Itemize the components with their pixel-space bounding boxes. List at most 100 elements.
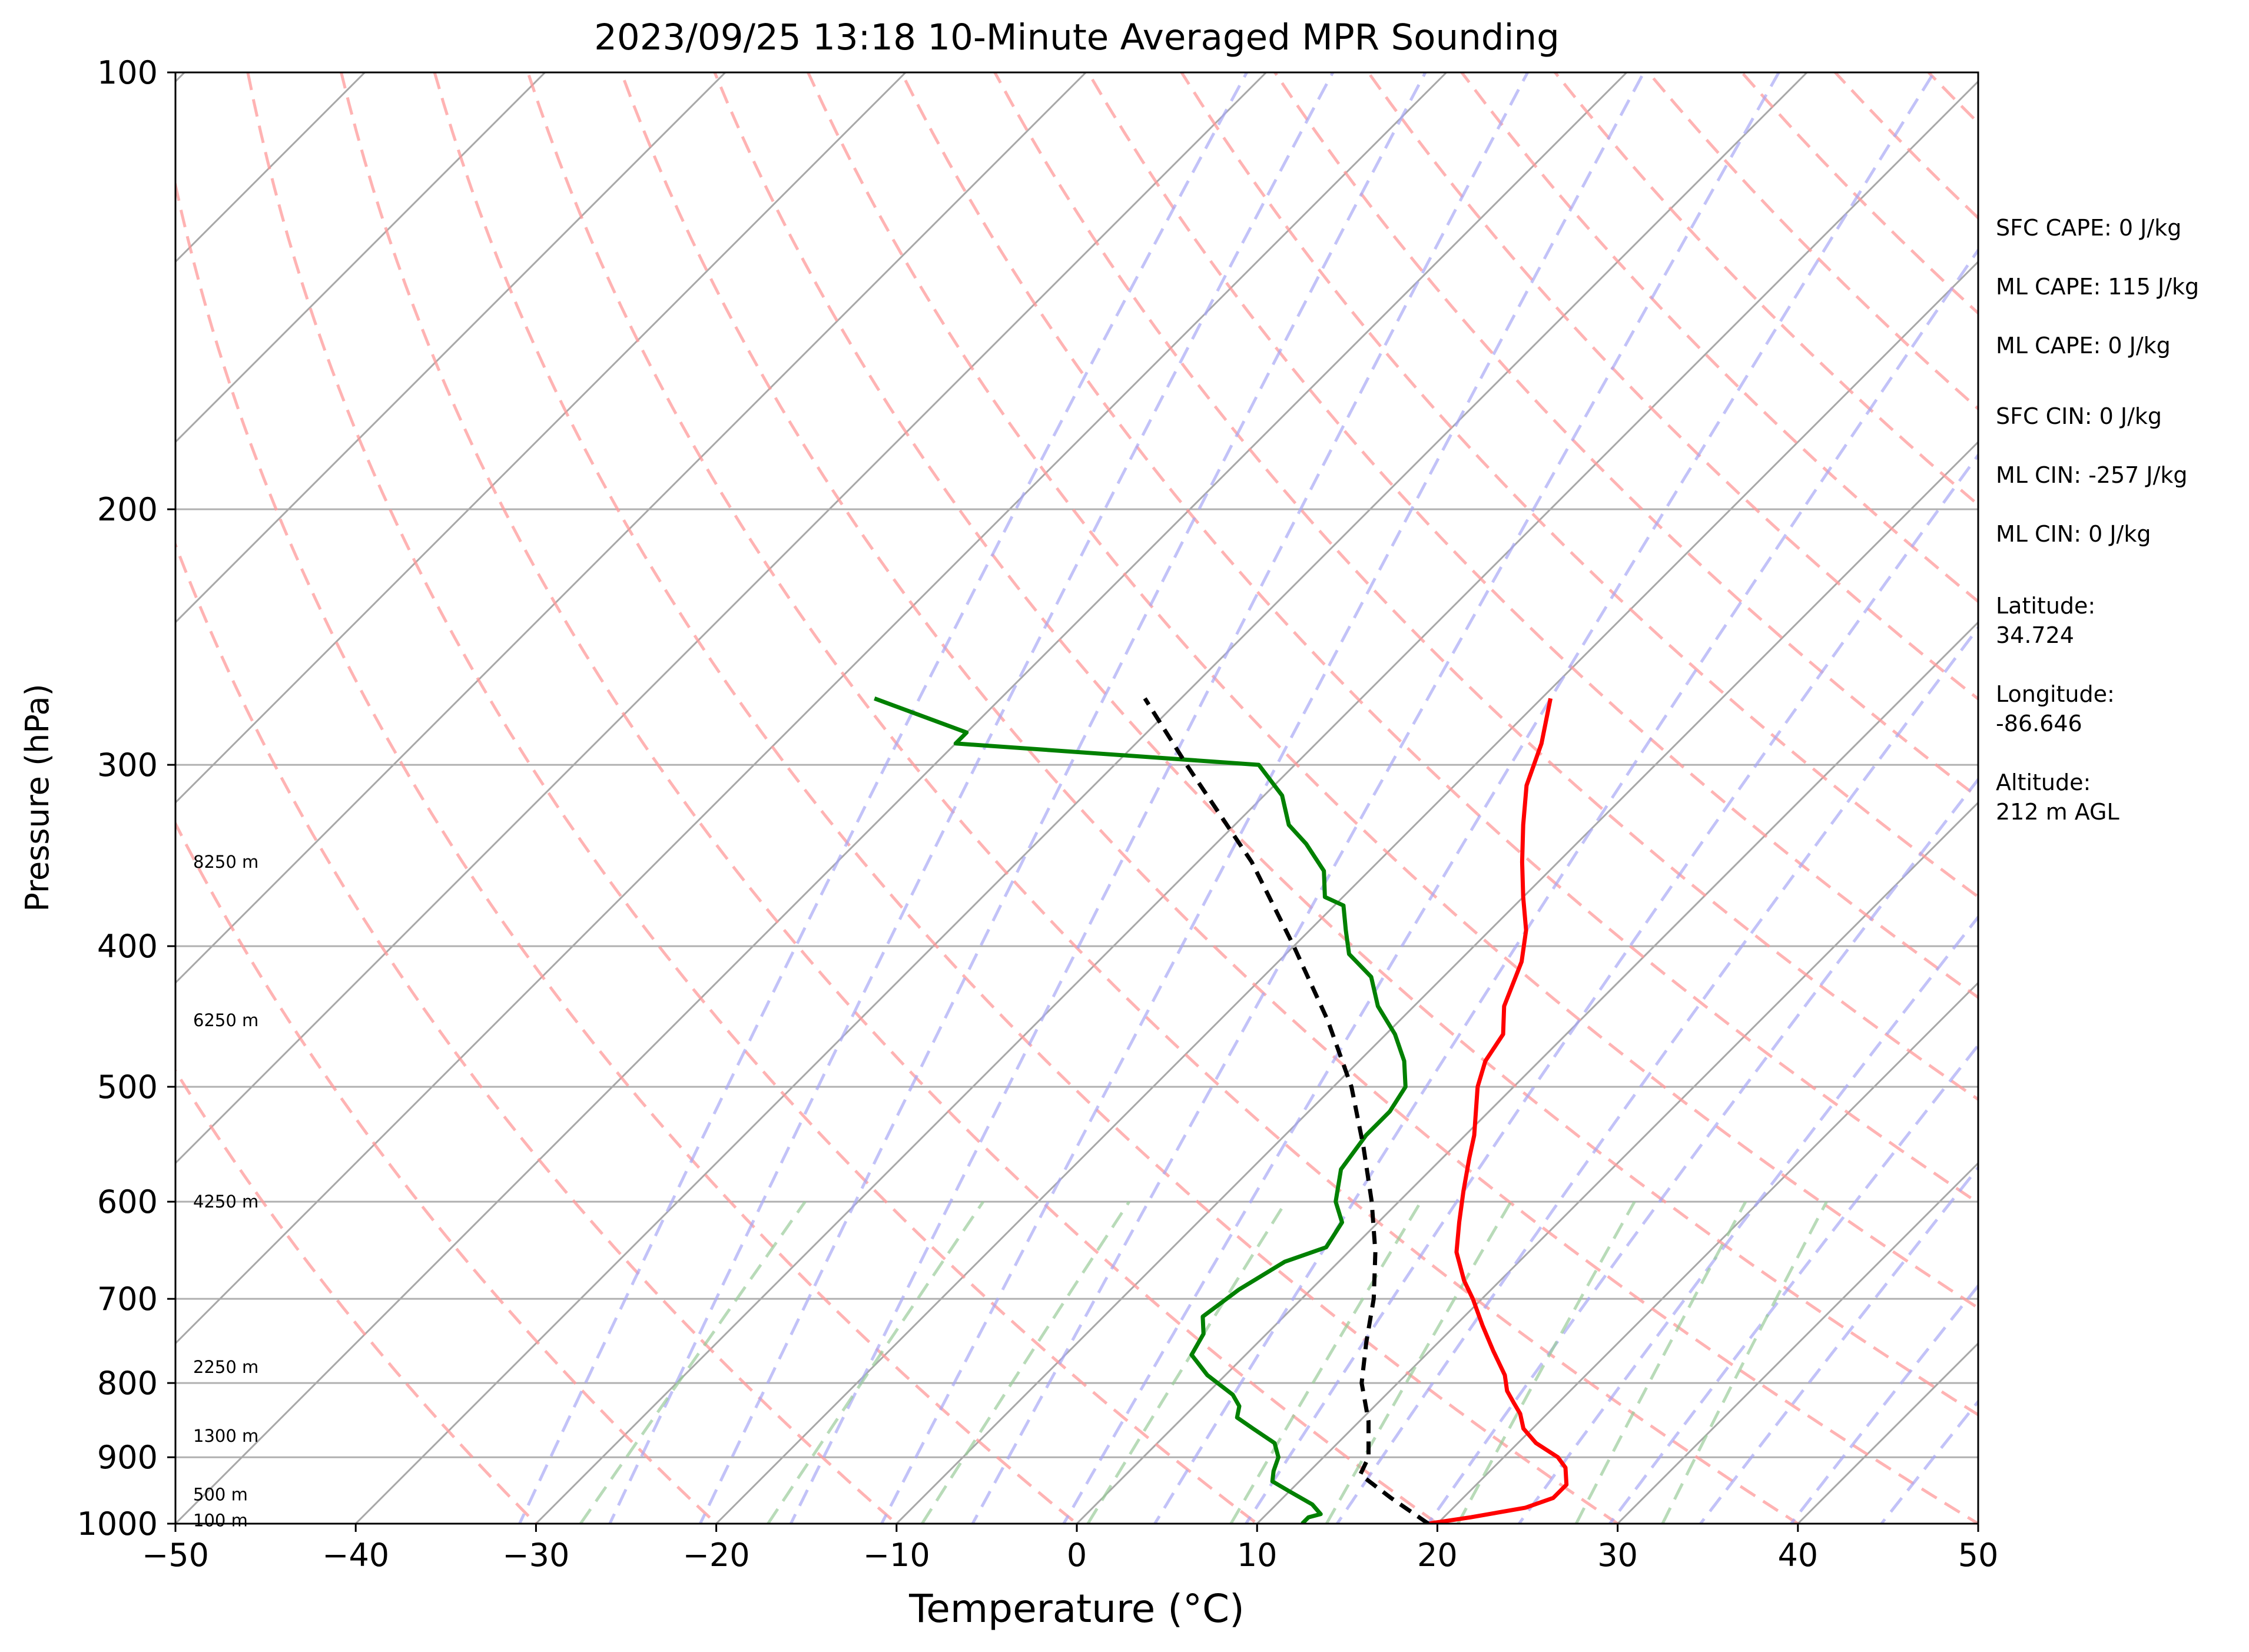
dry-adiabat-line — [433, 72, 1621, 1524]
moist-adiabat-line — [1244, 452, 1978, 1524]
moist-adiabat-line — [518, 72, 1248, 1524]
mixing-ratio-lines — [579, 1200, 1828, 1524]
dry-adiabats — [175, 72, 1978, 1524]
dry-adiabat-line — [1180, 72, 1978, 899]
dry-adiabat-line — [713, 72, 1978, 1417]
isotherm-line — [175, 72, 727, 624]
height-labels: 8250 m 6250 m 4250 m 2250 m 1300 m 500 m 100 m — [193, 852, 258, 1531]
isotherm-line — [175, 72, 1087, 984]
mixing-ratio-line — [921, 1200, 1130, 1524]
dry-adiabat-line — [175, 1068, 538, 1524]
dry-adiabat-line — [900, 72, 1978, 1205]
mixing-ratio-line — [579, 1200, 807, 1524]
y-tick-label: 800 — [97, 1365, 158, 1402]
isotherm-line — [175, 72, 1628, 1524]
isotherm-line — [535, 80, 1978, 1524]
annotation-text: 34.724 — [1996, 622, 2074, 648]
y-tick-label: 700 — [97, 1281, 158, 1318]
moist-adiabat-line — [1335, 625, 1978, 1524]
isotherm-line — [1076, 621, 1978, 1524]
y-tick-label: 600 — [97, 1183, 158, 1220]
dry-adiabat-line — [340, 72, 1440, 1524]
annotation-text: ML CAPE: 115 J/kg — [1996, 274, 2199, 300]
isotherm-line — [715, 260, 1978, 1524]
x-tick-label: 0 — [1067, 1537, 1087, 1574]
dry-adiabat-line — [1367, 72, 1978, 701]
y-axis-label: Pressure (hPa) — [19, 684, 56, 911]
dewpoint-profile-line — [874, 696, 1408, 1524]
x-tick-label: 50 — [1958, 1537, 1999, 1574]
plot-area — [175, 72, 1978, 1524]
height-label: 2250 m — [193, 1357, 258, 1377]
dry-adiabat-line — [1273, 72, 1978, 800]
annotation-text: SFC CAPE: 0 J/kg — [1996, 215, 2181, 241]
annotation-text: ML CIN: 0 J/kg — [1996, 521, 2151, 547]
annotation-text: -86.646 — [1996, 711, 2082, 737]
annotation-text: ML CAPE: 0 J/kg — [1996, 333, 2171, 359]
isotherm-line — [175, 72, 907, 804]
annotation-text: Altitude: — [1996, 769, 2091, 795]
grid-lines — [0, 72, 1978, 1524]
dry-adiabat-line — [175, 820, 719, 1524]
dry-adiabat-line — [1087, 72, 1978, 1000]
mixing-ratio-line — [1086, 1200, 1288, 1524]
isotherm-line — [1256, 801, 1978, 1524]
y-tick-label: 500 — [97, 1069, 158, 1106]
annotation-text: Longitude: — [1996, 681, 2115, 707]
x-axis-label: Temperature (°C) — [908, 1586, 1245, 1631]
y-tick-label: 900 — [97, 1439, 158, 1476]
x-tick-label: −40 — [322, 1537, 389, 1574]
moist-adiabat-line — [971, 72, 1780, 1524]
dry-adiabat-line — [619, 72, 1978, 1524]
y-tick-label: 300 — [97, 747, 158, 784]
isotherm-line — [1617, 1162, 1978, 1524]
dry-adiabat-line — [993, 72, 1978, 1102]
height-label: 500 m — [193, 1485, 248, 1505]
height-label: 6250 m — [193, 1010, 258, 1030]
x-tick-label: −30 — [502, 1537, 569, 1574]
x-tick-label: 10 — [1237, 1537, 1278, 1574]
isotherm-line — [175, 72, 546, 443]
x-tick-label: −50 — [142, 1537, 209, 1574]
moist-adiabat-line — [698, 72, 1427, 1524]
height-label: 1300 m — [193, 1426, 258, 1446]
chart-title: 2023/09/25 13:18 10-Minute Averaged MPR … — [594, 16, 1560, 58]
y-tick-labels: 100 200 300 400 500 600 700 800 900 1000 — [77, 54, 158, 1542]
y-tick-label: 100 — [97, 54, 158, 91]
moist-adiabat-line — [1062, 72, 1936, 1524]
moist-adiabat-line — [880, 72, 1646, 1524]
parcel-profile-line — [1143, 697, 1430, 1524]
x-tick-label: −20 — [683, 1537, 750, 1574]
height-label: 4250 m — [193, 1192, 258, 1212]
height-label: 8250 m — [193, 852, 258, 872]
annotation-text: ML CIN: -257 J/kg — [1996, 462, 2188, 488]
y-tick-label: 400 — [97, 928, 158, 965]
height-label: 100 m — [193, 1511, 248, 1531]
annotation-text: SFC CIN: 0 J/kg — [1996, 403, 2162, 429]
x-tick-label: 20 — [1417, 1537, 1458, 1574]
moist-adiabat-line — [1153, 247, 1978, 1524]
moist-adiabat-line — [1517, 914, 1978, 1524]
annotation-text: Latitude: — [1996, 593, 2095, 619]
y-tick-label: 1000 — [77, 1505, 158, 1542]
moist-adiabat-line — [1426, 777, 1978, 1524]
temperature-profile-line — [1428, 698, 1569, 1524]
moist-adiabat-line — [1608, 1043, 1978, 1524]
x-tick-label: 30 — [1597, 1537, 1638, 1574]
data-series — [874, 696, 1569, 1524]
annotation-text: 212 m AGL — [1996, 799, 2119, 825]
tick-marks — [167, 71, 1979, 1532]
mixing-ratio-line — [767, 1200, 985, 1524]
isotherm-line — [895, 440, 1978, 1524]
dry-adiabat-line — [246, 72, 1260, 1524]
x-tick-label: −10 — [863, 1537, 930, 1574]
x-tick-label: 40 — [1777, 1537, 1818, 1574]
x-tick-labels: −50 −40 −30 −20 −10 0 10 20 30 40 50 — [142, 1537, 1998, 1574]
isotherm-line — [0, 72, 4, 1524]
plot-background — [175, 72, 1978, 1524]
isotherm-line — [1437, 981, 1978, 1524]
dry-adiabat-line — [807, 72, 1978, 1310]
moist-adiabats — [518, 72, 1978, 1524]
